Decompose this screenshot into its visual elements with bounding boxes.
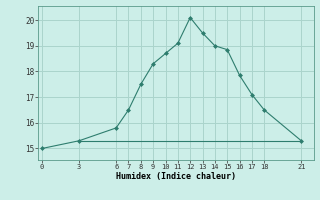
- X-axis label: Humidex (Indice chaleur): Humidex (Indice chaleur): [116, 172, 236, 181]
